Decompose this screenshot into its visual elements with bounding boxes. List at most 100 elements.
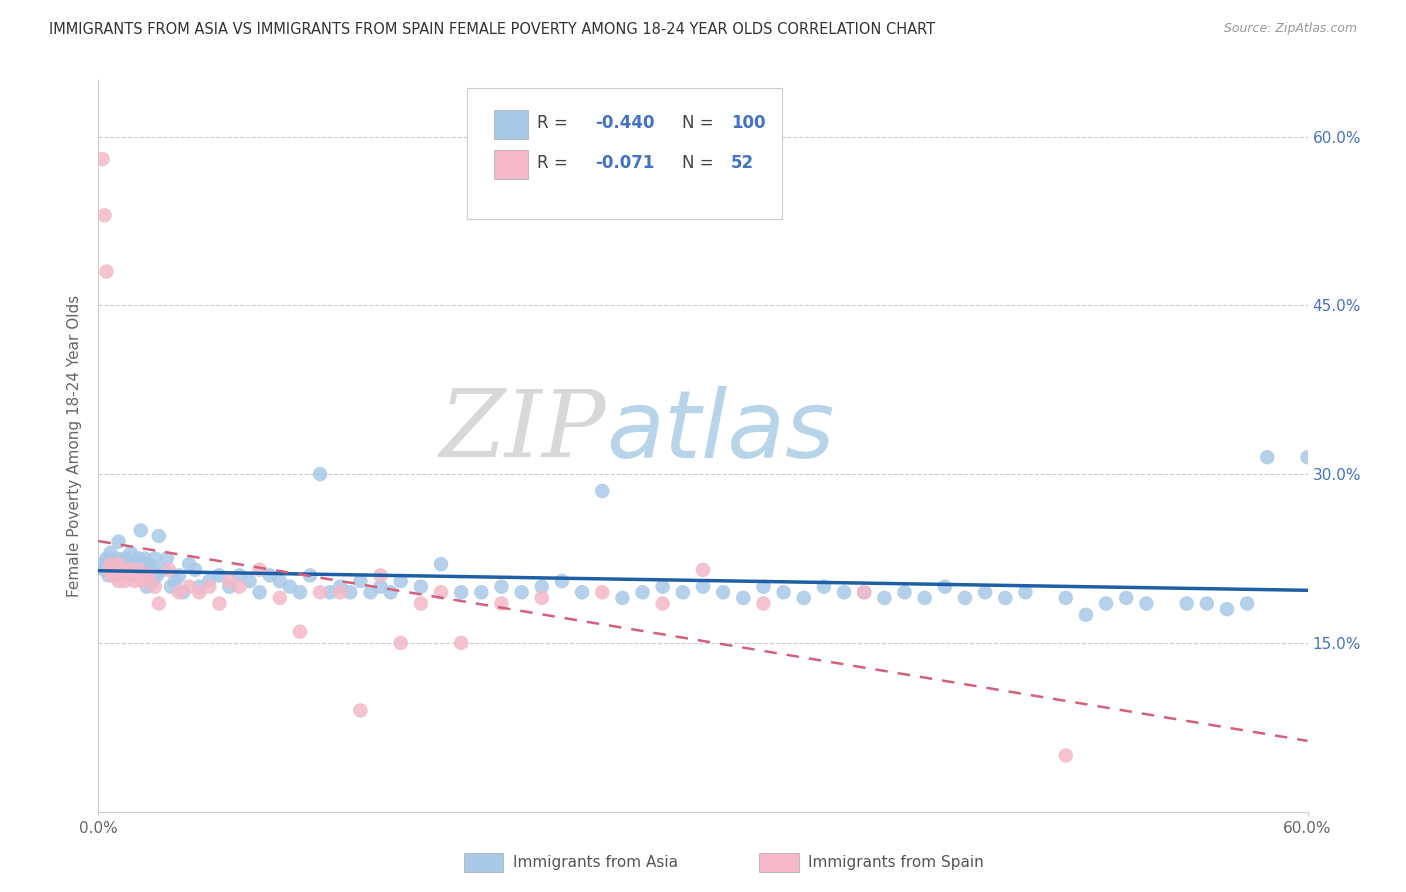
- Point: [711, 585, 734, 599]
- Point: [107, 557, 129, 571]
- Point: [142, 574, 165, 588]
- Text: Source: ZipAtlas.com: Source: ZipAtlas.com: [1223, 22, 1357, 36]
- Y-axis label: Female Poverty Among 18-24 Year Olds: Female Poverty Among 18-24 Year Olds: [67, 295, 83, 597]
- Point: [591, 483, 613, 498]
- Point: [103, 563, 125, 577]
- Point: [1054, 748, 1077, 763]
- Point: [249, 585, 271, 599]
- Point: [125, 568, 148, 582]
- Point: [1054, 591, 1077, 605]
- Point: [733, 591, 755, 605]
- Text: ZIP: ZIP: [440, 386, 606, 476]
- Point: [269, 574, 291, 588]
- Point: [239, 574, 262, 588]
- Point: [288, 585, 311, 599]
- Point: [156, 551, 179, 566]
- Point: [118, 557, 141, 571]
- Point: [100, 557, 122, 571]
- Point: [228, 568, 250, 582]
- Text: 52: 52: [731, 154, 754, 172]
- Point: [167, 585, 190, 599]
- Point: [138, 568, 160, 582]
- Point: [994, 591, 1017, 605]
- Point: [124, 557, 146, 571]
- Point: [1256, 450, 1278, 465]
- Point: [101, 563, 124, 577]
- Point: [135, 580, 157, 594]
- Point: [118, 568, 141, 582]
- Point: [1216, 602, 1239, 616]
- Point: [121, 563, 143, 577]
- Point: [651, 580, 673, 594]
- Point: [491, 580, 513, 594]
- Point: [110, 557, 132, 571]
- Text: R =: R =: [537, 154, 579, 172]
- Point: [111, 563, 134, 577]
- Point: [148, 529, 170, 543]
- Point: [107, 574, 129, 588]
- Point: [319, 585, 342, 599]
- Point: [132, 563, 155, 577]
- Point: [208, 597, 231, 611]
- Point: [409, 597, 432, 611]
- Point: [651, 597, 673, 611]
- Point: [184, 563, 207, 577]
- Point: [143, 551, 166, 566]
- Point: [120, 563, 142, 577]
- Text: Immigrants from Spain: Immigrants from Spain: [808, 855, 984, 870]
- Point: [101, 568, 124, 582]
- Point: [953, 591, 976, 605]
- Point: [259, 568, 281, 582]
- Point: [832, 585, 855, 599]
- Point: [101, 557, 124, 571]
- Point: [853, 585, 876, 599]
- Point: [110, 568, 132, 582]
- Point: [218, 574, 240, 588]
- Point: [100, 546, 122, 560]
- Point: [91, 152, 114, 166]
- Text: N =: N =: [682, 113, 720, 132]
- Point: [103, 563, 125, 577]
- Point: [299, 568, 322, 582]
- Text: Immigrants from Asia: Immigrants from Asia: [513, 855, 678, 870]
- Point: [139, 563, 162, 577]
- Point: [793, 591, 815, 605]
- Point: [389, 574, 412, 588]
- Point: [114, 574, 136, 588]
- Point: [105, 568, 128, 582]
- Point: [188, 580, 211, 594]
- Point: [370, 568, 392, 582]
- Text: R =: R =: [537, 113, 574, 132]
- Point: [1115, 591, 1137, 605]
- Point: [148, 597, 170, 611]
- Point: [96, 264, 118, 278]
- Point: [129, 524, 152, 538]
- Point: [179, 580, 201, 594]
- Point: [288, 624, 311, 639]
- Point: [309, 585, 332, 599]
- Point: [349, 703, 371, 717]
- Point: [188, 585, 211, 599]
- Point: [914, 591, 936, 605]
- Text: -0.440: -0.440: [595, 113, 655, 132]
- Point: [152, 563, 174, 577]
- Point: [450, 585, 472, 599]
- Point: [1095, 597, 1118, 611]
- Text: atlas: atlas: [606, 386, 835, 477]
- Bar: [494, 110, 527, 139]
- Point: [198, 574, 221, 588]
- Point: [167, 568, 190, 582]
- Point: [974, 585, 997, 599]
- Point: [114, 551, 136, 566]
- Point: [360, 585, 382, 599]
- Text: 100: 100: [731, 113, 765, 132]
- Point: [146, 568, 169, 582]
- Point: [893, 585, 915, 599]
- Point: [208, 568, 231, 582]
- Point: [278, 580, 301, 594]
- Point: [269, 591, 291, 605]
- Point: [163, 574, 186, 588]
- Point: [115, 563, 138, 577]
- Point: [430, 585, 453, 599]
- Point: [672, 585, 695, 599]
